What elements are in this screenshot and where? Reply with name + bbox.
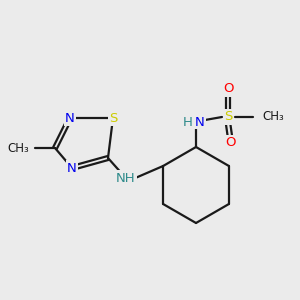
Text: O: O [223, 82, 233, 95]
Text: H: H [183, 116, 193, 128]
Text: CH₃: CH₃ [262, 110, 284, 124]
Text: N: N [65, 112, 75, 124]
Text: N: N [67, 161, 77, 175]
Text: NH: NH [116, 172, 136, 184]
Text: N: N [195, 116, 205, 128]
Text: CH₃: CH₃ [7, 142, 29, 154]
Text: S: S [224, 110, 232, 124]
Text: O: O [225, 136, 235, 149]
Text: S: S [109, 112, 117, 124]
